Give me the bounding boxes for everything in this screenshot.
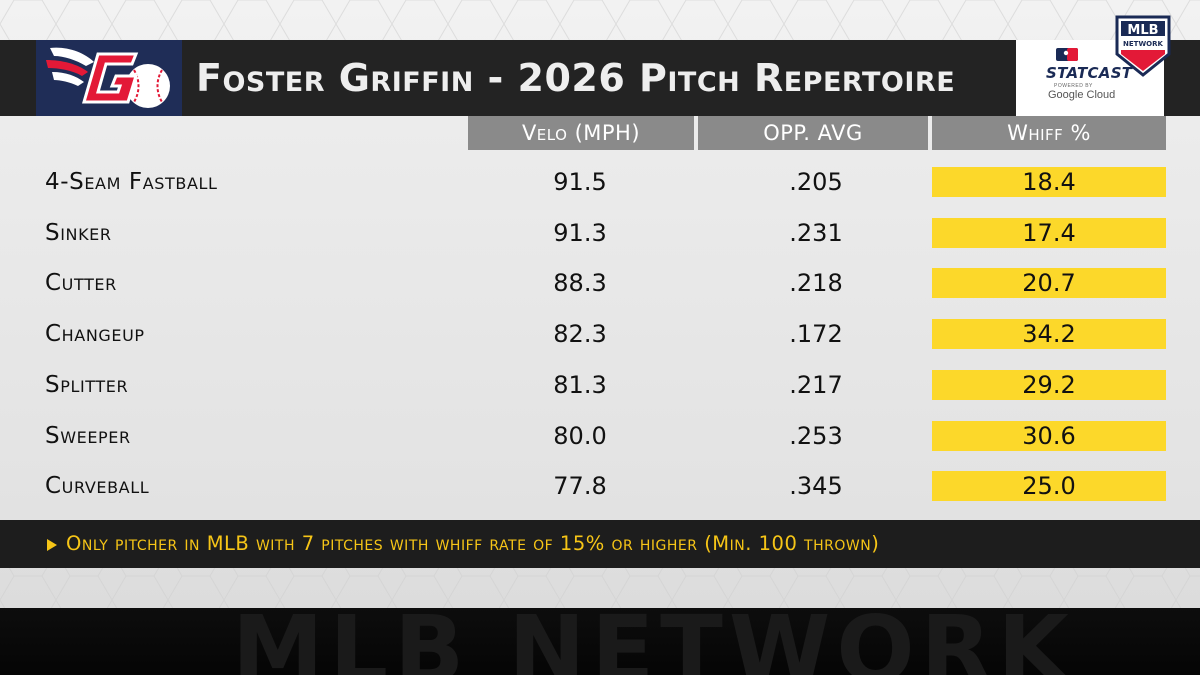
opp-avg-value: .253 [789,421,843,450]
page-title: Foster Griffin - 2026 Pitch Repertoire [196,56,956,100]
mlb-network-shield-icon: MLB NETWORK [1115,15,1171,77]
badge-mlb-text: MLB [1127,23,1158,38]
mlb-network-badge: MLB NETWORK [1114,14,1172,78]
velo-value: 81.3 [553,370,607,399]
statcast-logo: STATCAST POWERED BY Google Cloud [1016,40,1164,116]
column-header-velo: Velo (MPH) [468,116,694,150]
opp-avg-value: .172 [789,320,843,349]
opp-avg-value: .205 [789,168,843,196]
note-bar [0,520,1200,568]
opp-avg-value: .231 [789,218,843,247]
pitch-name: Curveball [45,473,150,500]
note-arrow-icon [47,539,57,551]
badge-network-text: NETWORK [1123,40,1163,48]
velo-value: 91.3 [553,218,607,247]
whiff-value: 25.0 [932,471,1166,502]
velo-value: 88.3 [553,269,607,298]
guardians-g-logo-icon [46,47,170,108]
whiff-value: 17.4 [932,217,1166,248]
opp-avg-value: .217 [789,370,843,399]
powered-by-label: POWERED BY [1054,83,1093,89]
google-cloud-label: Google Cloud [1048,89,1116,101]
pitch-name: Cutter [45,270,117,297]
column-header-opp-avg: OPP. AVG [698,116,928,150]
whiff-value: 18.4 [932,167,1166,197]
column-header-whiff: Whiff % [932,116,1166,150]
mlb-logo-icon [1056,48,1078,61]
team-logo [36,40,182,116]
pitch-name: Changeup [45,321,145,348]
title-bar [0,40,1200,116]
statcast-wordmark: STATCAST [1046,64,1133,82]
opp-avg-value: .345 [789,472,843,501]
note-text: Only pitcher in MLB with 7 pitches with … [66,532,880,555]
pitch-name: Sinker [45,219,112,246]
velo-value: 80.0 [553,421,607,450]
velo-value: 91.5 [553,168,607,196]
velo-value: 77.8 [553,472,607,501]
pitch-name: Splitter [45,371,129,398]
opp-avg-value: .218 [789,269,843,298]
bottom-band [0,608,1200,675]
whiff-value: 30.6 [932,420,1166,451]
whiff-value: 29.2 [932,369,1166,400]
whiff-value: 34.2 [932,319,1166,350]
mlb-network-watermark: MLB NETWORK [232,596,1075,675]
pitch-name: Sweeper [45,422,131,449]
pitch-name: 4-Seam Fastball [45,169,218,195]
velo-value: 82.3 [553,320,607,349]
whiff-value: 20.7 [932,268,1166,299]
